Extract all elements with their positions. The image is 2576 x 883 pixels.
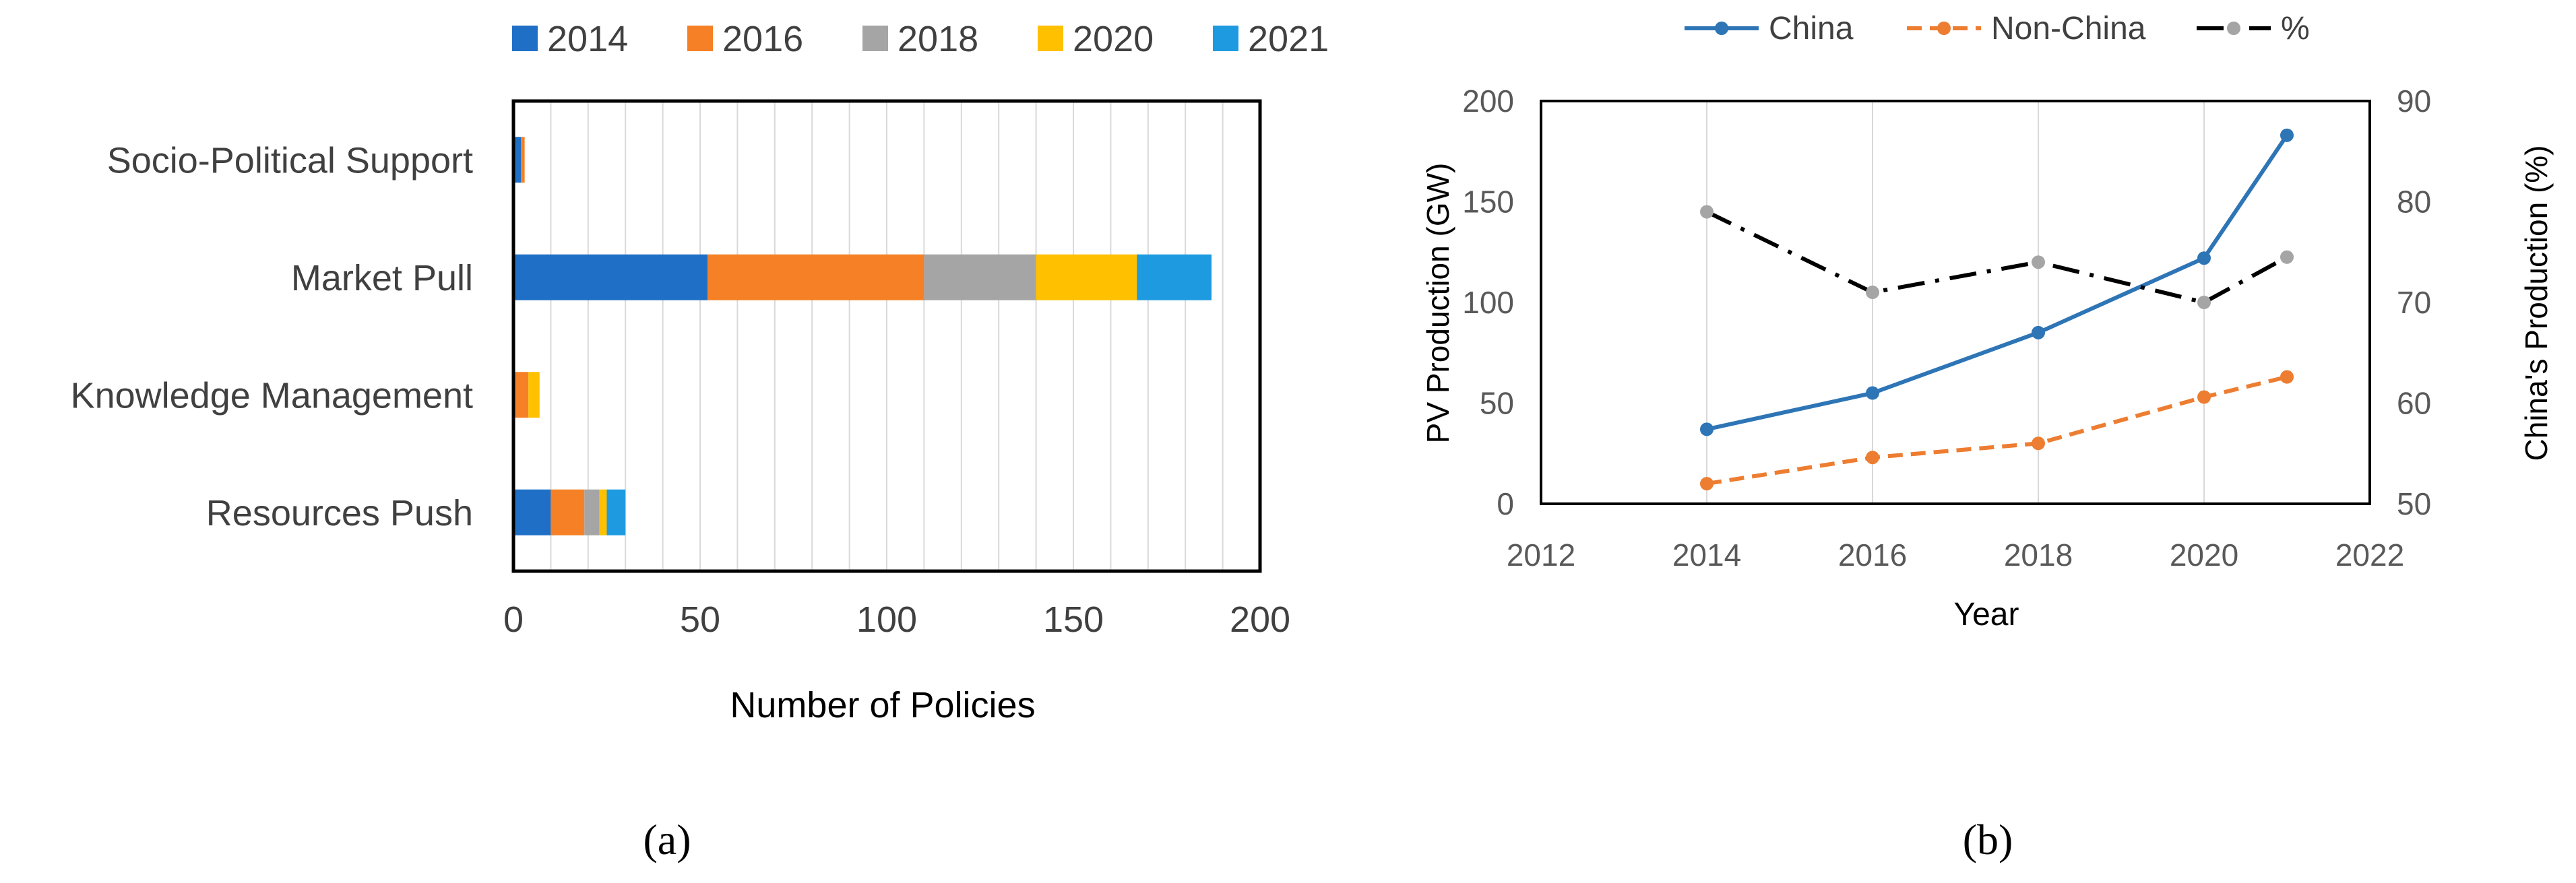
- x-tick-label: 2020: [2170, 537, 2238, 573]
- category-label: Knowledge Management: [71, 375, 473, 416]
- legend-swatch: [687, 26, 713, 51]
- category-label: Market Pull: [291, 258, 473, 298]
- series-line: [1706, 134, 2289, 432]
- panel-b-x-tick-labels: 2012 2014 2016 2018 2020 2022: [1507, 537, 2404, 573]
- x-tick-label: 50: [680, 599, 720, 640]
- data-point: [2280, 370, 2294, 384]
- panel-a-gridlines: [550, 101, 1224, 571]
- panel-b-gridlines: [1706, 101, 2205, 504]
- legend-swatch: [862, 26, 888, 51]
- legend-label: %: [2281, 11, 2310, 46]
- legend-swatch: [512, 26, 538, 51]
- data-point: [2197, 296, 2211, 309]
- data-point: [2197, 251, 2211, 265]
- panel-a-x-tick-labels: 0 50 100 150 200: [503, 599, 1290, 640]
- data-point: [2032, 436, 2045, 451]
- y2-tick-label: 70: [2397, 285, 2431, 320]
- panel-b-right-y-axis-label: China's Production (%): [2519, 145, 2554, 461]
- panel-b-plot-frame: [1540, 100, 2371, 505]
- data-point: [1866, 286, 1879, 300]
- y-tick-label: 200: [1462, 84, 1514, 119]
- legend-label: China: [1769, 11, 1854, 46]
- x-tick-label: 2022: [2335, 537, 2404, 573]
- bar-segment: [606, 489, 626, 535]
- y-tick-label: 100: [1462, 285, 1514, 320]
- data-point: [2280, 128, 2294, 142]
- x-tick-label: 2014: [1672, 537, 1741, 573]
- data-point: [2280, 250, 2294, 264]
- panel-a-stacked-bar-chart: Socio-Political Support Market Pull Knowle…: [71, 19, 1329, 725]
- x-tick-label: 2018: [2004, 537, 2073, 573]
- legend-swatch: [1213, 26, 1238, 51]
- legend-label: 2016: [722, 19, 803, 59]
- panel-a-label: (a): [643, 816, 691, 863]
- panel-a-category-labels: Socio-Political Support Market Pull Knowle…: [71, 140, 473, 533]
- data-point: [1700, 205, 1714, 219]
- legend-label: 2020: [1073, 19, 1154, 59]
- data-point: [2032, 325, 2045, 339]
- panel-b-left-y-axis-label: PV Production (GW): [1420, 163, 1455, 444]
- panel-a-plot-frame: [511, 99, 1262, 573]
- panel-a-bars: [513, 137, 1212, 535]
- x-tick-label: 200: [1230, 599, 1290, 640]
- legend-swatch: [1038, 26, 1063, 51]
- bar-segment: [513, 137, 522, 183]
- legend-marker: [1937, 22, 1951, 35]
- legend-label: 2021: [1248, 19, 1329, 59]
- panel-a-legend: 2014 2016 2018 2020 2021: [512, 19, 1329, 59]
- panel-b-series-lines: [1700, 128, 2294, 491]
- data-point: [2197, 390, 2211, 404]
- bar-segment: [513, 489, 551, 535]
- legend-label: Non-China: [1991, 11, 2146, 46]
- bar-segment: [708, 254, 924, 300]
- panel-b-right-y-tick-labels: 50 60 70 80 90: [2397, 84, 2431, 521]
- category-label: Socio-Political Support: [107, 140, 473, 181]
- bar-segment: [513, 372, 529, 418]
- bar-segment: [584, 489, 600, 535]
- bar-segment: [1137, 254, 1212, 300]
- y-tick-label: 0: [1497, 486, 1514, 521]
- series-line: [1705, 209, 2288, 305]
- legend-label: 2014: [547, 19, 628, 59]
- y2-tick-label: 50: [2397, 486, 2431, 521]
- data-point: [1700, 477, 1714, 491]
- panel-a-x-axis-label: Number of Policies: [730, 685, 1035, 725]
- category-label: Resources Push: [206, 493, 473, 533]
- y2-tick-label: 60: [2397, 386, 2431, 421]
- data-point: [1866, 451, 1879, 465]
- bar-segment: [528, 372, 540, 418]
- bar-segment: [551, 489, 585, 535]
- legend-marker: [1715, 22, 1728, 35]
- legend-label: 2018: [898, 19, 978, 59]
- y-tick-label: 150: [1462, 185, 1514, 220]
- data-point: [1866, 386, 1879, 400]
- x-tick-label: 150: [1043, 599, 1104, 640]
- y-tick-label: 50: [1480, 386, 1514, 421]
- data-point: [2032, 255, 2045, 269]
- y2-tick-label: 80: [2397, 185, 2431, 220]
- data-point: [1700, 422, 1714, 436]
- panel-b-line-chart: 2012 2014 2016 2018 2020 2022 0 50 100 150 200 50…: [1420, 11, 2554, 632]
- panel-b-label: (b): [1962, 816, 2013, 863]
- x-tick-label: 2016: [1838, 537, 1907, 573]
- x-tick-label: 2012: [1507, 537, 1575, 573]
- x-tick-label: 100: [856, 599, 917, 640]
- bar-segment: [521, 137, 525, 183]
- bar-segment: [924, 254, 1036, 300]
- bar-segment: [1036, 254, 1137, 300]
- legend-marker: [2227, 22, 2240, 35]
- panel-b-legend: China Non-China%: [1685, 11, 2310, 46]
- bar-segment: [513, 254, 708, 300]
- y2-tick-label: 90: [2397, 84, 2431, 119]
- bar-segment: [599, 489, 607, 535]
- panel-b-left-y-tick-labels: 0 50 100 150 200: [1462, 84, 1514, 521]
- x-tick-label: 0: [503, 599, 524, 640]
- panel-b-x-axis-label: Year: [1954, 597, 2019, 632]
